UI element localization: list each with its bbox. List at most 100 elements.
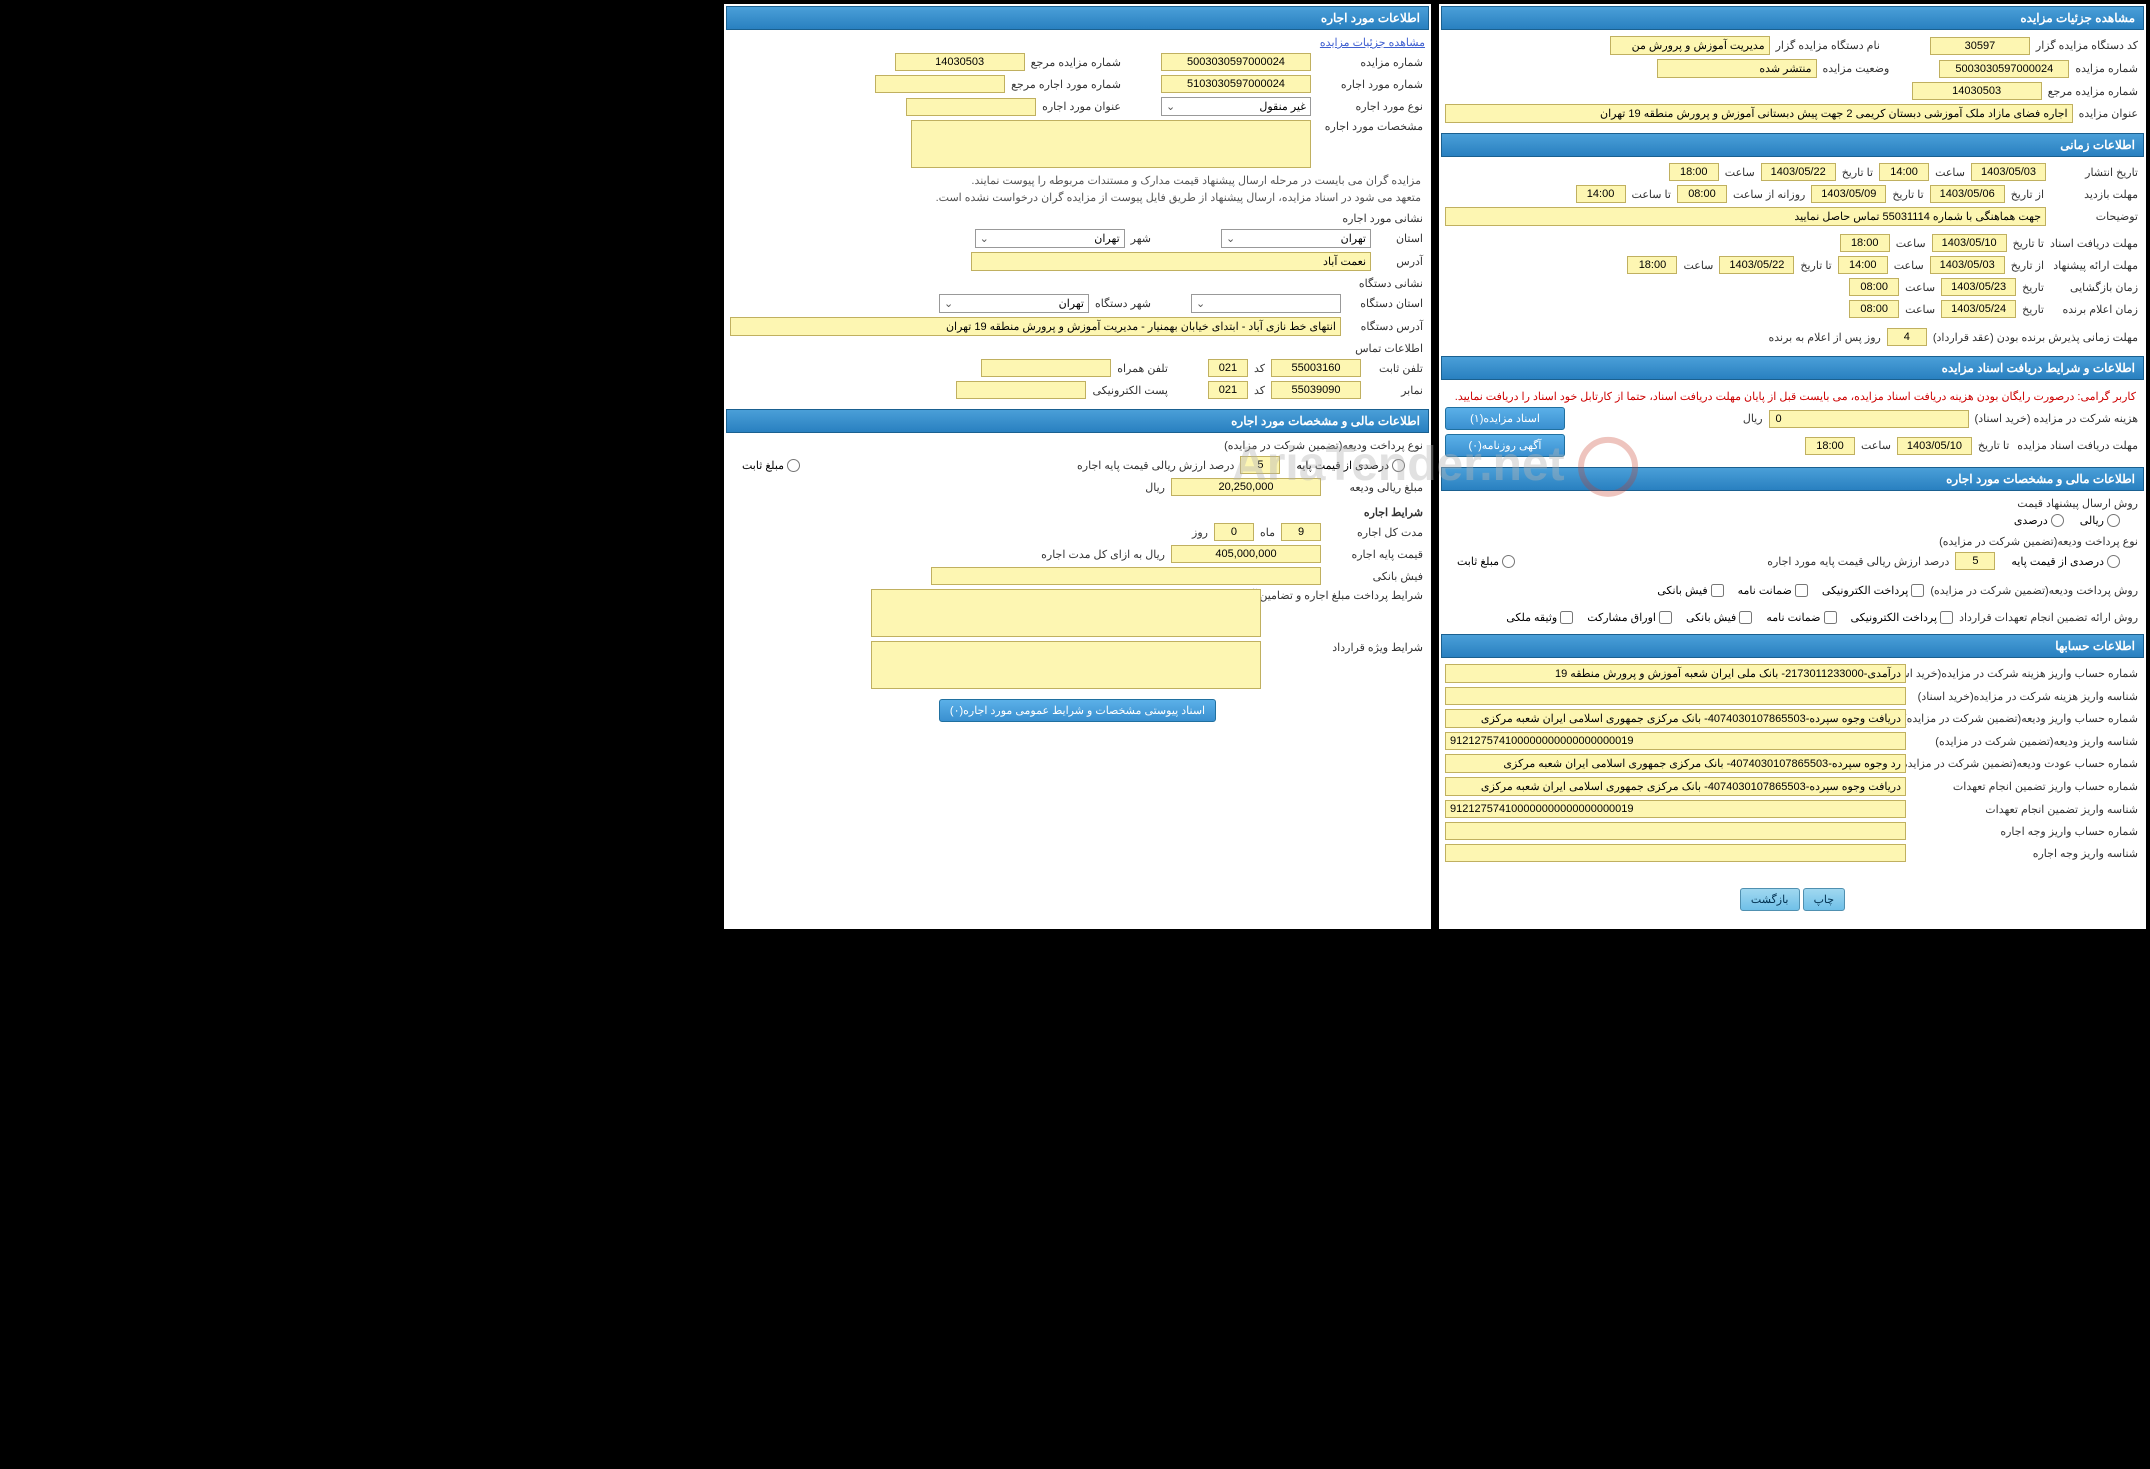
field-auction-no: 5003030597000024 — [1939, 60, 2069, 78]
chk-epay2[interactable]: پرداخت الکترونیکی — [1851, 611, 1954, 624]
field-announce: 1403/05/24 — [1941, 300, 2016, 318]
label-org-province: استان دستگاه — [1345, 297, 1425, 310]
field-address[interactable]: نعمت آباد — [971, 252, 1371, 271]
field-days[interactable]: 0 — [1214, 523, 1254, 541]
label-acc8: شماره حساب واریز وجه اجاره — [1910, 825, 2140, 838]
label-contact: اطلاعات تماس — [1353, 342, 1425, 355]
label-deposit-amt: مبلغ ریالی ودیعه — [1325, 481, 1425, 494]
field-status: منتشر شده — [1657, 59, 1817, 78]
label-mobile: تلفن همراه — [1115, 362, 1170, 375]
field-spec[interactable] — [911, 120, 1311, 168]
radio-percent[interactable]: درصدی — [2014, 514, 2064, 527]
label-rent-type: نوع مورد اجاره — [1315, 100, 1425, 113]
field-fax[interactable]: 55039090 — [1271, 381, 1361, 399]
label-day: روز — [1190, 526, 1210, 539]
label-to: تا تاریخ — [2011, 237, 2046, 250]
dropdown-rent-type[interactable]: غیر منقول — [1161, 97, 1311, 116]
label-code: کد — [1252, 362, 1267, 375]
label-time: ساعت — [1933, 166, 1967, 179]
label-winner-accept: مهلت زمانی پذیرش برنده بودن (عقد قرارداد… — [1931, 331, 2140, 344]
field-org-address[interactable]: انتهای خط نازی آباد - ابتدای خیابان بهمن… — [730, 317, 1341, 336]
label-org-addr: نشانی دستگاه — [1357, 277, 1425, 290]
btn-attachments[interactable]: اسناد پیوستی مشخصات و شرایط عمومی مورد ا… — [939, 699, 1216, 722]
label-time: ساعت — [1894, 237, 1928, 250]
label-to: تا تاریخ — [1798, 259, 1833, 272]
btn-newspaper[interactable]: آگهی روزنامه(۰) — [1445, 434, 1565, 457]
field-pay-cond[interactable] — [871, 589, 1261, 637]
section-doc-terms: اطلاعات و شرایط دریافت اسناد مزایده — [1441, 356, 2144, 380]
chk-bonds[interactable]: اوراق مشارکت — [1587, 611, 1672, 624]
chk-guarantee2[interactable]: ضمانت نامه — [1766, 611, 1836, 624]
label-acc3: شماره حساب واریز ودیعه(تضمین شرکت در مزا… — [1910, 712, 2140, 725]
label-base-price-suffix: ریال به ازای کل مدت اجاره — [1039, 548, 1167, 561]
label-acc2: شناسه واریز هزینه شرکت در مزایده(خرید اس… — [1910, 690, 2140, 703]
field-ref-no: 14030503 — [895, 53, 1025, 71]
radio-rial[interactable]: ریالی — [2080, 514, 2120, 527]
label-doc-deadline: مهلت دریافت اسناد مزایده — [2015, 439, 2140, 452]
radio-percent-base-l[interactable]: درصدی از قیمت پایه — [1296, 459, 1405, 472]
label-time: ساعت — [1723, 166, 1757, 179]
field-auction-no: 5003030597000024 — [1161, 53, 1311, 71]
field-org-name: مدیریت آموزش و پرورش من — [1610, 36, 1770, 55]
dropdown-org-city[interactable]: تهران — [939, 294, 1089, 313]
label-time: ساعت — [1903, 281, 1937, 294]
btn-back[interactable]: بازگشت — [1740, 888, 1800, 911]
label-code: کد — [1252, 384, 1267, 397]
label-base-price: قیمت پایه اجاره — [1325, 548, 1425, 561]
field-code[interactable]: 021 — [1208, 359, 1248, 377]
chk-guarantee[interactable]: ضمانت نامه — [1738, 584, 1808, 597]
note2: متعهد می شود در اسناد مزایده، ارسال پیشن… — [730, 189, 1425, 206]
chk-epay[interactable]: پرداخت الکترونیکی — [1822, 584, 1925, 597]
btn-print[interactable]: چاپ — [1803, 888, 1846, 911]
field-visit-df: 08:00 — [1677, 185, 1727, 203]
label-email: پست الکترونیکی — [1090, 384, 1170, 397]
label-fax: نمابر — [1365, 384, 1425, 397]
btn-auction-docs[interactable]: اسناد مزایده(۱) — [1445, 407, 1565, 430]
chk-bank[interactable]: فیش بانکی — [1657, 584, 1723, 597]
label-offer: مهلت ارائه پیشنهاد — [2050, 259, 2140, 272]
label-acc1: شماره حساب واریز هزینه شرکت در مزایده(خر… — [1910, 667, 2140, 680]
label-spec: مشخصات مورد اجاره — [1315, 120, 1425, 133]
field-acc5: رد وجوه سپرده-4074030107865503- بانک مرک… — [1445, 754, 1906, 773]
chk-property[interactable]: وثیقه ملکی — [1506, 611, 1573, 624]
label-acc6: شماره حساب واریز تضمین انجام تعهدات — [1910, 780, 2140, 793]
field-mobile[interactable] — [981, 359, 1111, 377]
dropdown-city[interactable]: تهران — [975, 229, 1125, 248]
radio-fixed[interactable]: مبلغ ثابت — [1457, 555, 1515, 568]
note-red: کاربر گرامی: درصورت رایگان بودن هزینه در… — [1445, 386, 2140, 407]
field-contract-cond[interactable] — [871, 641, 1261, 689]
label-acc4: شناسه واریز ودیعه(تضمین شرکت در مزایده) — [1910, 735, 2140, 748]
field-pub-to-t: 18:00 — [1669, 163, 1719, 181]
label-price-method: روش ارسال پیشنهاد قیمت — [2015, 497, 2140, 510]
label-deposit-method: روش پرداخت ودیعه(تضمین شرکت در مزایده) — [1928, 584, 2140, 597]
link-view-details[interactable]: مشاهده جزئیات مزایده — [1320, 36, 1425, 49]
field-rent-ref — [875, 75, 1005, 93]
label-doc-recv: مهلت دریافت اسناد — [2050, 237, 2140, 250]
field-email[interactable] — [956, 381, 1086, 399]
field-fax-code[interactable]: 021 — [1208, 381, 1248, 399]
field-acc3: دریافت وجوه سپرده-4074030107865503- بانک… — [1445, 709, 1906, 728]
radio-fixed-l[interactable]: مبلغ ثابت — [742, 459, 800, 472]
field-org-code: 30597 — [1930, 37, 2030, 55]
field-months[interactable]: 9 — [1281, 523, 1321, 541]
dropdown-province[interactable]: تهران — [1221, 229, 1371, 248]
label-time: ساعت — [1903, 303, 1937, 316]
label-cond: شرایط اجاره — [1362, 506, 1425, 519]
field-offer-to: 1403/05/22 — [1719, 256, 1794, 274]
label-org-name: نام دستگاه مزایده گزار — [1774, 39, 1882, 52]
label-to-time: تا ساعت — [1630, 188, 1673, 201]
label-ref-no: شماره مزایده مرجع — [2046, 85, 2140, 98]
field-winner-accept: 4 — [1887, 328, 1927, 346]
field-bank-slip[interactable] — [931, 567, 1321, 585]
radio-percent-base[interactable]: درصدی از قیمت پایه — [2011, 555, 2120, 568]
label-percent-suffix-l: درصد ارزش ریالی قیمت پایه اجاره — [1075, 459, 1236, 472]
field-phone[interactable]: 55003160 — [1271, 359, 1361, 377]
label-phone: تلفن ثابت — [1365, 362, 1425, 375]
label-rial: ریال — [1741, 412, 1765, 425]
footer-buttons: چاپ بازگشت — [1441, 872, 2144, 927]
field-doc-dl-t: 18:00 — [1805, 437, 1855, 455]
label-org-address: آدرس دستگاه — [1345, 320, 1425, 333]
label-status: وضعیت مزایده — [1821, 62, 1892, 75]
chk-bank2[interactable]: فیش بانکی — [1686, 611, 1752, 624]
dropdown-org-province[interactable] — [1191, 294, 1341, 313]
